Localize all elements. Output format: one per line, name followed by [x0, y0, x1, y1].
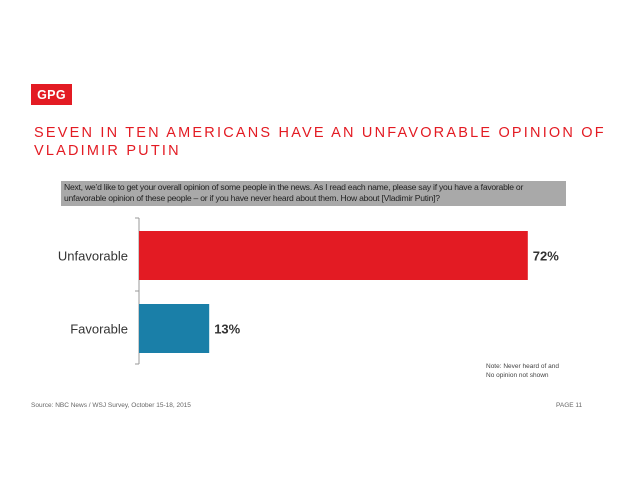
survey-question: Next, we’d like to get your overall opin…	[61, 181, 566, 206]
chart-note: Note: Never heard of and No opinion not …	[486, 363, 559, 379]
bar-favorable	[139, 304, 210, 353]
category-label: Unfavorable	[58, 249, 128, 264]
source-footnote: Source: NBC News / WSJ Survey, October 1…	[31, 402, 191, 409]
category-label: Favorable	[70, 322, 128, 337]
value-label: 72%	[533, 249, 559, 264]
slide-title: SEVEN IN TEN AMERICANS HAVE AN UNFAVORAB…	[34, 124, 614, 160]
chart-axis	[135, 217, 140, 365]
title-line-2: VLADIMIR PUTIN	[34, 143, 181, 159]
page-number: PAGE 11	[556, 402, 583, 409]
gpg-logo: GPG	[31, 84, 72, 105]
value-label: 13%	[214, 322, 240, 337]
bar-unfavorable	[139, 231, 528, 280]
chart-bars: Unfavorable 72% Favorable 13%	[58, 231, 559, 353]
title-line-1: SEVEN IN TEN AMERICANS HAVE AN UNFAVORAB…	[34, 125, 606, 141]
